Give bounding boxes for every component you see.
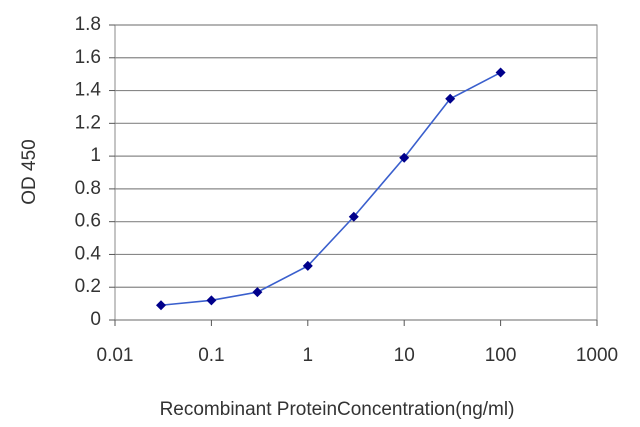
y-tick-label: 0.8 bbox=[75, 178, 101, 199]
plot-area bbox=[114, 24, 598, 321]
x-tick-label: 10 bbox=[394, 345, 415, 366]
y-tick-label: 0.2 bbox=[75, 276, 101, 297]
data-point bbox=[302, 260, 313, 271]
y-axis-label: OD 450 bbox=[19, 139, 40, 204]
data-point bbox=[445, 93, 456, 104]
x-tick-label: 0.01 bbox=[97, 345, 134, 366]
x-axis-label: Recombinant ProteinConcentration(ng/ml) bbox=[160, 399, 515, 420]
x-tick-label: 1000 bbox=[576, 345, 618, 366]
y-tick-label: 1.4 bbox=[75, 80, 102, 101]
x-tick-label: 0.1 bbox=[198, 345, 224, 366]
data-point bbox=[348, 211, 359, 222]
data-point bbox=[155, 300, 166, 311]
x-tick-label: 1 bbox=[303, 345, 314, 366]
y-tick-label: 1 bbox=[90, 145, 101, 166]
data-point bbox=[206, 295, 217, 306]
series-line bbox=[160, 71, 501, 307]
data-point bbox=[252, 287, 263, 298]
x-tick-label: 100 bbox=[485, 345, 517, 366]
y-tick-label: 1.8 bbox=[75, 14, 101, 35]
data-point bbox=[495, 67, 506, 78]
y-tick-label: 0.4 bbox=[75, 243, 102, 264]
y-tick-label: 0.6 bbox=[75, 211, 101, 232]
data-point bbox=[399, 152, 410, 163]
y-tick-label: 0 bbox=[90, 309, 101, 330]
y-tick-label: 1.2 bbox=[75, 112, 101, 133]
y-tick-label: 1.6 bbox=[75, 47, 101, 68]
